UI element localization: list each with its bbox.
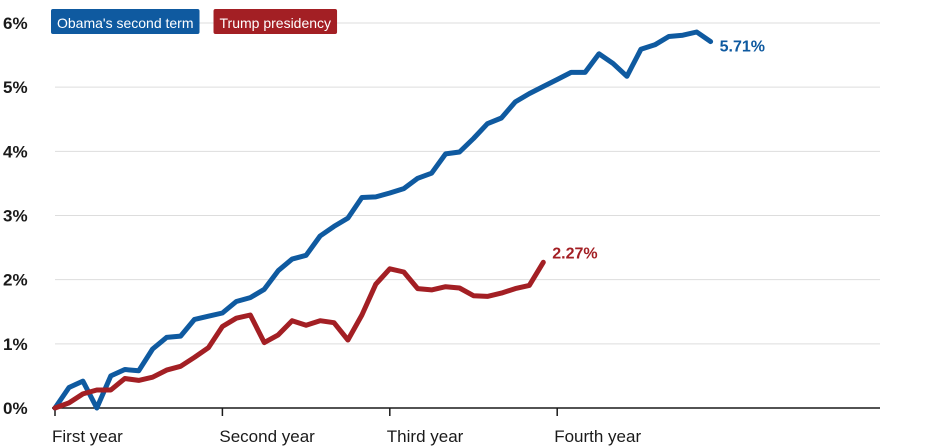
legend-swatch-trump [213, 9, 338, 34]
x-tick-label: Third year [387, 427, 464, 446]
x-tick-label: First year [52, 427, 123, 446]
legend-label-trump: Trump presidency [220, 15, 332, 31]
y-tick-label: 2% [3, 271, 28, 290]
y-tick-label: 3% [3, 207, 28, 226]
x-axis: First year Second year Third year Fourth ye… [52, 407, 880, 446]
x-tick-label: Second year [219, 427, 315, 446]
x-tick-label: Fourth year [554, 427, 641, 446]
grid-lines [55, 22, 880, 345]
end-label-trump: 2.27% [552, 245, 597, 262]
y-axis-ticks: 0% 1% 2% 3% 4% 5% 6% [3, 14, 28, 418]
series-line-obama [52, 29, 714, 411]
legend-swatch-obama [51, 9, 200, 34]
y-tick-label: 5% [3, 78, 28, 97]
end-labels: 5.71% 2.27% [552, 39, 765, 263]
end-label-obama: 5.71% [720, 39, 765, 56]
y-tick-label: 1% [3, 335, 28, 354]
series-line-trump [52, 259, 546, 411]
y-tick-label: 4% [3, 142, 28, 161]
y-tick-label: 6% [3, 14, 28, 33]
series-lines [52, 29, 714, 411]
legend: Obama's second term Trump presidency [51, 9, 338, 34]
legend-label-obama: Obama's second term [57, 15, 194, 31]
y-tick-label: 0% [3, 399, 28, 418]
